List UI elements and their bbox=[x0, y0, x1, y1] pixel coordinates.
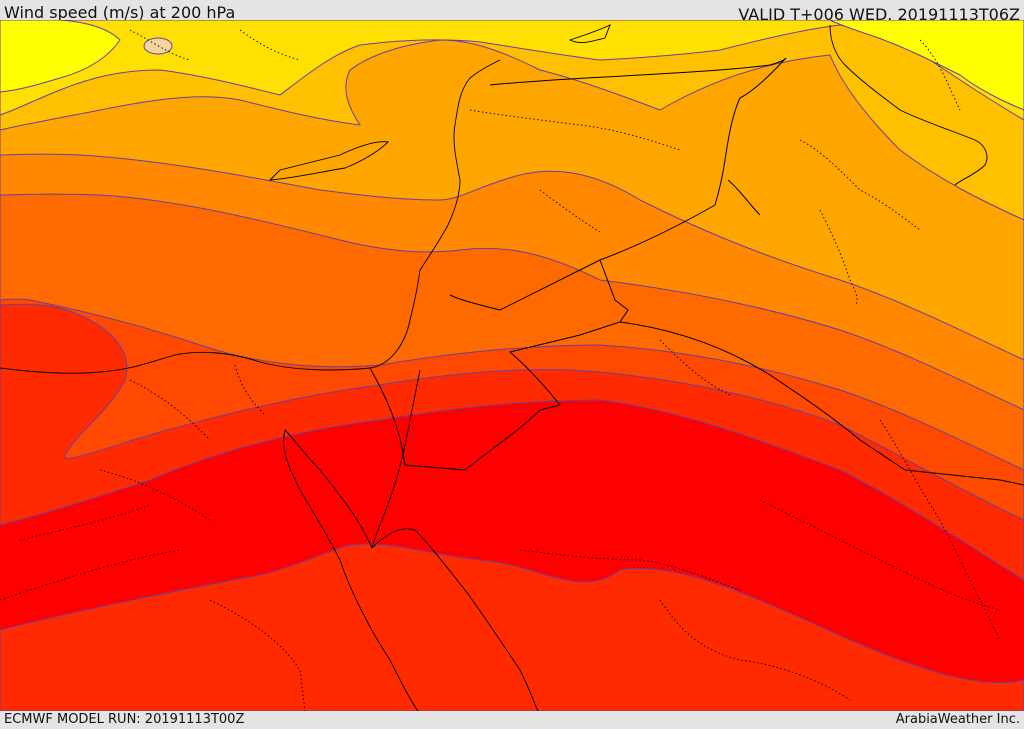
wind-band-8-south bbox=[0, 543, 1024, 711]
admin-borders bbox=[0, 29, 1001, 711]
valid-time-label: VALID T+006 WED. 20191113T06Z bbox=[738, 5, 1020, 24]
wind-speed-map bbox=[0, 20, 1024, 711]
map-title: Wind speed (m/s) at 200 hPa bbox=[4, 3, 236, 22]
country-borders bbox=[369, 57, 1024, 486]
wind-band-1-west bbox=[0, 20, 121, 93]
map-canvas bbox=[0, 20, 1024, 711]
credit-label: ArabiaWeather Inc. bbox=[895, 712, 1020, 727]
wind-band-1-east bbox=[829, 20, 1024, 111]
wind-band-4 bbox=[0, 20, 1024, 361]
map-footer: ECMWF MODEL RUN: 20191113T00Z ArabiaWeat… bbox=[0, 711, 1024, 729]
model-run-label: ECMWF MODEL RUN: 20191113T00Z bbox=[4, 712, 245, 727]
coastlines bbox=[0, 24, 988, 711]
map-header: Wind speed (m/s) at 200 hPa VALID T+006 … bbox=[0, 0, 1024, 24]
